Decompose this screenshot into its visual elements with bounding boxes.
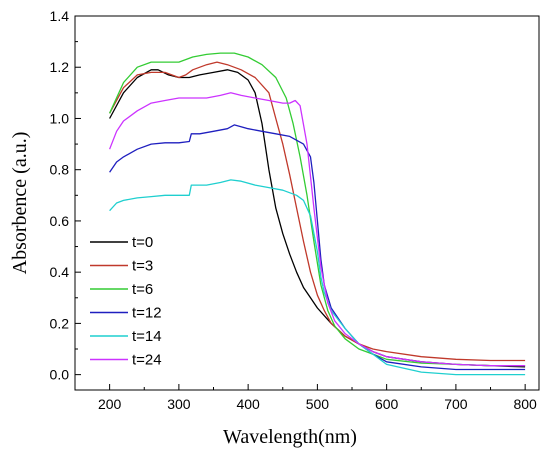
y-tick-label: 1.2 <box>50 59 70 75</box>
series-line-t-3 <box>109 61 526 362</box>
x-tick-label: 800 <box>513 396 537 412</box>
x-axis-title: Wavelength(nm) <box>223 426 357 448</box>
legend-label: t=6 <box>132 281 153 298</box>
legend-label: t=3 <box>132 258 153 275</box>
y-tick-label: 1.4 <box>50 8 70 24</box>
x-tick-label: 700 <box>444 396 468 412</box>
y-tick-label: 0.8 <box>50 162 70 178</box>
series-layer <box>108 52 526 376</box>
y-tick-label: 1.0 <box>50 110 70 126</box>
series-line-t-14 <box>109 179 526 376</box>
x-tick-label: 300 <box>167 396 191 412</box>
legend: t=0 t=3 t=6 t=12 t=14 t=24 <box>90 234 162 369</box>
series-line-t-12 <box>109 124 526 371</box>
legend-label: t=12 <box>132 305 162 322</box>
legend-label: t=14 <box>132 328 162 345</box>
x-tick-label: 400 <box>236 396 260 412</box>
x-tick-label: 600 <box>375 396 399 412</box>
y-tick-label: 0.0 <box>50 367 70 383</box>
x-tick-label: 200 <box>98 396 122 412</box>
y-tick-label: 0.2 <box>50 315 70 331</box>
ticks-layer: 200 300 400 500 600 700 800 0.0 0.2 0.4 0.6 0.8 1.0 1… <box>50 8 538 412</box>
y-tick-label: 0.6 <box>50 213 70 229</box>
plot-frame <box>74 15 540 391</box>
legend-label: t=24 <box>132 352 162 369</box>
y-tick-label: 0.4 <box>50 264 70 280</box>
y-axis-title: Absorbence (a.u.) <box>9 132 31 275</box>
series-line-t-6 <box>109 52 526 367</box>
x-tick-label: 500 <box>306 396 330 412</box>
series-line-t-24 <box>108 92 526 367</box>
legend-label: t=0 <box>132 234 153 251</box>
